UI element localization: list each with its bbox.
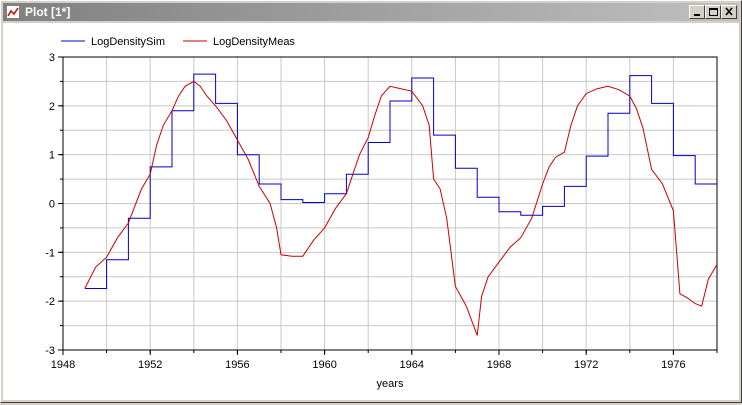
minimize-icon <box>694 14 700 16</box>
plot-window-icon <box>6 5 20 19</box>
y-tick-label: 0 <box>49 199 55 211</box>
window-title: Plot [1*] <box>25 5 71 19</box>
y-tick-label: -3 <box>45 345 55 357</box>
axis-ticks: 1948 1952 1956 1960 1964 1968 1972 1976 -3 -2 -1 0 1… <box>45 52 718 371</box>
series-lines <box>84 73 718 336</box>
legend-label-2: LogDensityMeas <box>213 36 295 48</box>
legend-label-1: LogDensitySim <box>91 36 165 48</box>
series-line-1 <box>84 73 717 289</box>
minimize-button[interactable] <box>689 5 705 19</box>
plot-canvas: 1948 1952 1956 1960 1964 1968 1972 1976 -3 -2 -1 0 1… <box>3 23 739 400</box>
x-tick-label: 1972 <box>574 359 598 371</box>
y-tick-label: 1 <box>49 150 55 162</box>
maximize-icon <box>709 8 718 16</box>
y-tick-label: 2 <box>49 101 55 113</box>
close-button[interactable] <box>721 5 737 19</box>
x-tick-label: 1952 <box>138 359 162 371</box>
maximize-button[interactable] <box>705 5 721 19</box>
series-line-2 <box>84 80 718 336</box>
x-tick-label: 1948 <box>51 359 75 371</box>
x-tick-label: 1960 <box>312 359 336 371</box>
x-tick-label: 1976 <box>661 359 685 371</box>
x-axis-label: years <box>377 378 404 390</box>
y-tick-label: -2 <box>45 296 55 308</box>
x-tick-label: 1964 <box>400 359 424 371</box>
line-chart: 1948 1952 1956 1960 1964 1968 1972 1976 -3 -2 -1 0 1… <box>45 36 718 390</box>
legend: LogDensitySim LogDensityMeas <box>61 36 295 48</box>
x-tick-label: 1956 <box>225 359 249 371</box>
x-tick-label: 1968 <box>487 359 511 371</box>
close-icon <box>725 7 733 16</box>
y-tick-label: 3 <box>49 52 55 64</box>
y-tick-label: -1 <box>45 247 55 259</box>
title-bar[interactable]: Plot [1*] <box>3 3 739 21</box>
